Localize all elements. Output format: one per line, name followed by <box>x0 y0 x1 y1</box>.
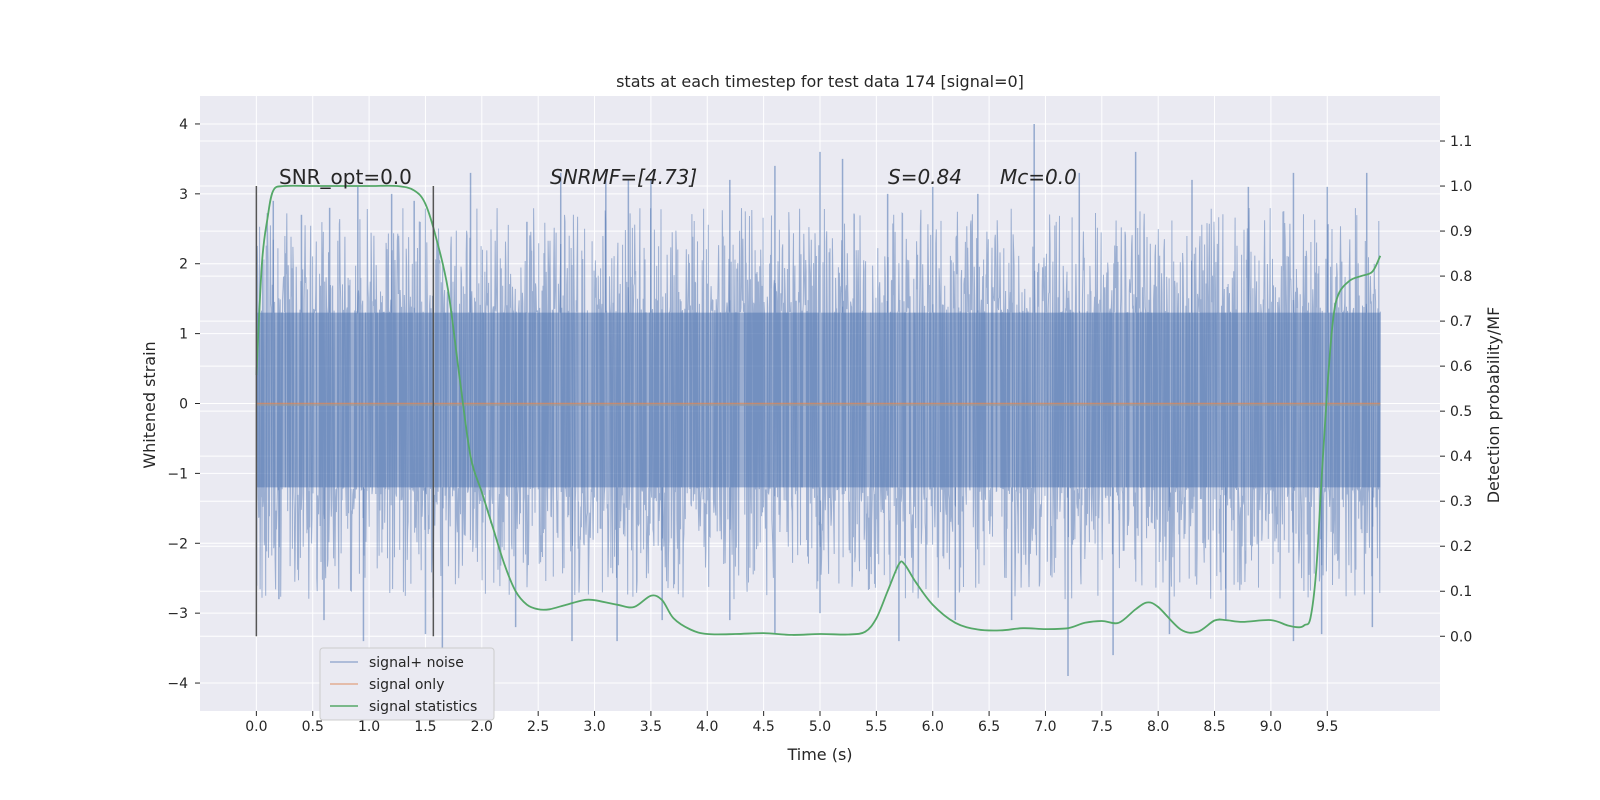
x-tick-label-9: 4.5 <box>753 719 775 735</box>
x-tick-label-3: 1.5 <box>414 719 436 735</box>
x-tick-label-19: 9.5 <box>1316 719 1338 735</box>
annotation-mc: Mc=0.0 <box>1000 165 1077 189</box>
y2-tick-label-0: 0.0 <box>1450 629 1472 645</box>
y2-tick-label-5: 0.5 <box>1450 404 1472 420</box>
y-tick-label-7: 3 <box>179 187 188 203</box>
y-tick-label-8: 4 <box>179 117 188 133</box>
x-tick-label-8: 4.0 <box>696 719 718 735</box>
annotation-snr-opt: SNR_opt=0.0 <box>279 165 412 189</box>
x-tick-label-1: 0.5 <box>302 719 324 735</box>
noise-line <box>255 207 1381 600</box>
x-tick-label-7: 3.5 <box>640 719 662 735</box>
annotation-snr-mf: SNRMF=[4.73] <box>550 165 697 189</box>
y2-tick-label-10: 1.0 <box>1450 179 1472 195</box>
x-tick-label-14: 7.0 <box>1034 719 1056 735</box>
x-tick-label-15: 7.5 <box>1091 719 1113 735</box>
y-axis-ticks: −4 −3 −2 −1 0 1 2 3 4 <box>167 117 200 692</box>
x-tick-label-10: 5.0 <box>809 719 831 735</box>
x-tick-label-18: 9.0 <box>1260 719 1282 735</box>
y2-axis-label: Detection probability/MF <box>1484 307 1503 504</box>
chart-title: stats at each timestep for test data 174… <box>616 72 1024 91</box>
legend-label-noise: signal+ noise <box>369 655 464 671</box>
x-axis-label: Time (s) <box>786 745 852 764</box>
x-tick-label-11: 5.5 <box>865 719 887 735</box>
marker-lines <box>255 186 435 637</box>
y2-tick-label-6: 0.6 <box>1450 359 1472 375</box>
x-tick-label-2: 1.0 <box>358 719 380 735</box>
y2-tick-label-3: 0.3 <box>1450 494 1472 510</box>
y2-tick-label-8: 0.8 <box>1450 269 1472 285</box>
x-tick-label-17: 8.5 <box>1203 719 1225 735</box>
y-tick-label-5: 1 <box>179 327 188 343</box>
y2-tick-label-4: 0.4 <box>1450 449 1472 465</box>
x-tick-label-4: 2.0 <box>471 719 493 735</box>
annotations: SNR_opt=0.0 SNRMF=[4.73] S=0.84 Mc=0.0 <box>279 165 1077 189</box>
y-tick-label-6: 2 <box>179 257 188 273</box>
y2-tick-label-11: 1.1 <box>1450 134 1472 150</box>
signal-only-trace <box>256 402 1381 406</box>
y-tick-label-1: −3 <box>167 606 188 622</box>
y2-tick-label-9: 0.9 <box>1450 224 1472 240</box>
x-tick-label-16: 8.0 <box>1147 719 1169 735</box>
legend-label-signal: signal only <box>369 677 444 693</box>
y2-tick-label-2: 0.2 <box>1450 539 1472 555</box>
legend-box <box>319 647 495 721</box>
y2-tick-label-1: 0.1 <box>1450 584 1472 600</box>
statistics-line <box>255 184 1382 636</box>
y2-tick-label-7: 0.7 <box>1450 314 1472 330</box>
x-tick-label-0: 0.0 <box>245 719 267 735</box>
x-tick-label-5: 2.5 <box>527 719 549 735</box>
y-tick-label-2: −2 <box>167 536 188 552</box>
y-tick-label-4: 0 <box>179 397 188 413</box>
legend: signal+ noise signal only signal statist… <box>319 647 495 721</box>
x-tick-label-13: 6.5 <box>978 719 1000 735</box>
x-tick-label-6: 3.0 <box>583 719 605 735</box>
x-axis-ticks: 0.0 0.5 1.0 1.5 2.0 2.5 3.0 3.5 4.0 4.5 5.0 5.5 6.0 6… <box>245 711 1338 735</box>
legend-label-statistics: signal statistics <box>369 699 477 715</box>
y-axis-label: Whitened strain <box>140 341 159 468</box>
statistics-trace <box>255 184 1382 636</box>
y2-axis-ticks: 0.0 0.1 0.2 0.3 0.4 0.5 0.6 0.7 0.8 0.9 1.0 1.1 <box>1440 134 1472 645</box>
y-tick-label-3: −1 <box>167 466 188 482</box>
y-tick-label-0: −4 <box>167 676 188 692</box>
noise-trace <box>255 123 1381 677</box>
x-tick-label-12: 6.0 <box>922 719 944 735</box>
annotation-s: S=0.84 <box>888 165 962 189</box>
